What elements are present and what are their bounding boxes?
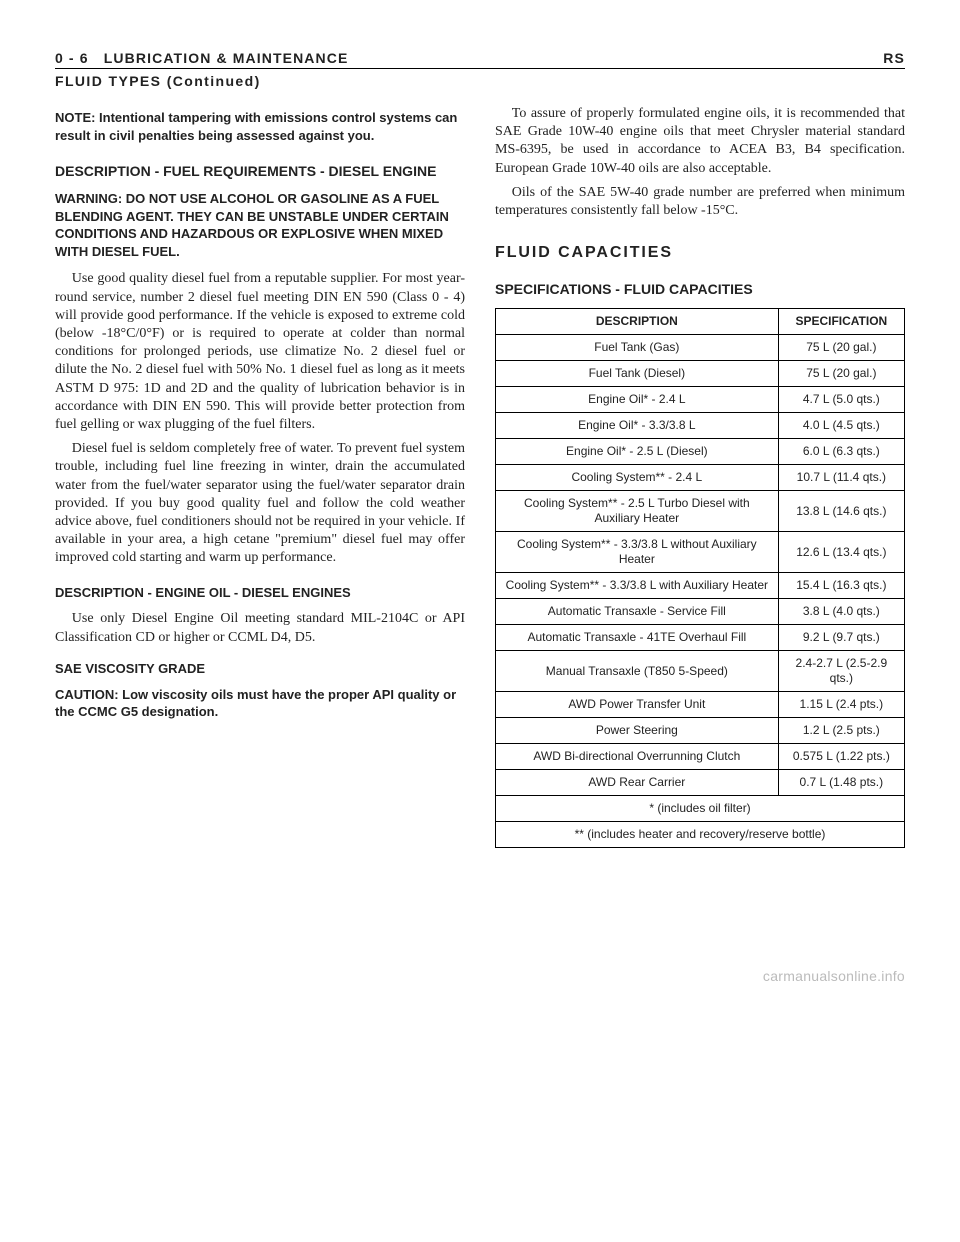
table-row: Fuel Tank (Diesel)75 L (20 gal.) [496,361,905,387]
table-row: Automatic Transaxle - 41TE Overhaul Fill… [496,625,905,651]
cell-specification: 3.8 L (4.0 qts.) [778,599,904,625]
cell-specification: 0.7 L (1.48 pts.) [778,770,904,796]
heading-fuel-requirements: DESCRIPTION - FUEL REQUIREMENTS - DIESEL… [55,162,465,180]
cell-specification: 2.4-2.7 L (2.5-2.9 qts.) [778,651,904,692]
cell-description: Automatic Transaxle - Service Fill [496,599,779,625]
cell-description: AWD Power Transfer Unit [496,692,779,718]
cell-specification: 12.6 L (13.4 qts.) [778,532,904,573]
body-r2: Oils of the SAE 5W-40 grade number are p… [495,184,905,220]
table-footnote-row: ** (includes heater and recovery/reserve… [496,822,905,848]
cell-description: Manual Transaxle (T850 5-Speed) [496,651,779,692]
heading-sae-viscosity: SAE VISCOSITY GRADE [55,661,465,676]
cell-specification: 13.8 L (14.6 qts.) [778,491,904,532]
continued-marker: FLUID TYPES (Continued) [55,73,905,89]
table-row: Cooling System** - 3.3/3.8 L with Auxili… [496,573,905,599]
body-p3: Use only Diesel Engine Oil meeting stand… [55,610,465,646]
caution-block: CAUTION: Low viscosity oils must have th… [55,686,465,721]
cell-description: Power Steering [496,718,779,744]
cell-description: Automatic Transaxle - 41TE Overhaul Fill [496,625,779,651]
table-row: Engine Oil* - 3.3/3.8 L4.0 L (4.5 qts.) [496,413,905,439]
cell-specification: 10.7 L (11.4 qts.) [778,465,904,491]
cell-description: Engine Oil* - 2.4 L [496,387,779,413]
table-row: Engine Oil* - 2.4 L4.7 L (5.0 qts.) [496,387,905,413]
cell-description: Fuel Tank (Diesel) [496,361,779,387]
cell-description: Engine Oil* - 3.3/3.8 L [496,413,779,439]
cell-specification: 0.575 L (1.22 pts.) [778,744,904,770]
cell-specification: 9.2 L (9.7 qts.) [778,625,904,651]
cell-description: Cooling System** - 2.4 L [496,465,779,491]
table-row: Power Steering1.2 L (2.5 pts.) [496,718,905,744]
note-block: NOTE: Intentional tampering with emissio… [55,109,465,144]
heading-engine-oil: DESCRIPTION - ENGINE OIL - DIESEL ENGINE… [55,585,465,602]
cell-specification: 15.4 L (16.3 qts.) [778,573,904,599]
body-r1: To assure of properly formulated engine … [495,105,905,178]
cell-specification: 1.2 L (2.5 pts.) [778,718,904,744]
body-p1: Use good quality diesel fuel from a repu… [55,270,465,434]
table-row: AWD Bi-directional Overrunning Clutch0.5… [496,744,905,770]
content-columns: NOTE: Intentional tampering with emissio… [55,99,905,848]
table-row: AWD Rear Carrier0.7 L (1.48 pts.) [496,770,905,796]
header-right: RS [883,50,905,66]
footnote-1: * (includes oil filter) [496,796,905,822]
cell-description: Fuel Tank (Gas) [496,335,779,361]
heading-fluid-capacities: FLUID CAPACITIES [495,244,905,262]
cell-description: Engine Oil* - 2.5 L (Diesel) [496,439,779,465]
table-row: Cooling System** - 2.5 L Turbo Diesel wi… [496,491,905,532]
table-header-row: DESCRIPTION SPECIFICATION [496,309,905,335]
table-footnote-row: * (includes oil filter) [496,796,905,822]
cell-specification: 1.15 L (2.4 pts.) [778,692,904,718]
warning-block: WARNING: DO NOT USE ALCOHOL OR GASOLINE … [55,190,465,260]
table-row: Engine Oil* - 2.5 L (Diesel)6.0 L (6.3 q… [496,439,905,465]
body-p2: Diesel fuel is seldom completely free of… [55,440,465,567]
cell-specification: 4.0 L (4.5 qts.) [778,413,904,439]
cell-specification: 75 L (20 gal.) [778,335,904,361]
cell-specification: 75 L (20 gal.) [778,361,904,387]
cell-description: Cooling System** - 2.5 L Turbo Diesel wi… [496,491,779,532]
cell-description: AWD Rear Carrier [496,770,779,796]
cell-specification: 4.7 L (5.0 qts.) [778,387,904,413]
footnote-2: ** (includes heater and recovery/reserve… [496,822,905,848]
table-row: Cooling System** - 2.4 L10.7 L (11.4 qts… [496,465,905,491]
left-column: NOTE: Intentional tampering with emissio… [55,99,465,848]
right-column: To assure of properly formulated engine … [495,99,905,848]
cell-description: Cooling System** - 3.3/3.8 L with Auxili… [496,573,779,599]
table-row: AWD Power Transfer Unit1.15 L (2.4 pts.) [496,692,905,718]
fluid-capacities-table: DESCRIPTION SPECIFICATION Fuel Tank (Gas… [495,308,905,848]
th-description: DESCRIPTION [496,309,779,335]
table-row: Cooling System** - 3.3/3.8 L without Aux… [496,532,905,573]
heading-specifications: SPECIFICATIONS - FLUID CAPACITIES [495,280,905,298]
header-left: 0 - 6 LUBRICATION & MAINTENANCE [55,50,348,66]
page-footer: carmanualsonline.info [55,968,905,984]
cell-specification: 6.0 L (6.3 qts.) [778,439,904,465]
page-header: 0 - 6 LUBRICATION & MAINTENANCE RS [55,50,905,69]
table-row: Manual Transaxle (T850 5-Speed)2.4-2.7 L… [496,651,905,692]
cell-description: Cooling System** - 3.3/3.8 L without Aux… [496,532,779,573]
th-specification: SPECIFICATION [778,309,904,335]
table-row: Fuel Tank (Gas)75 L (20 gal.) [496,335,905,361]
cell-description: AWD Bi-directional Overrunning Clutch [496,744,779,770]
table-row: Automatic Transaxle - Service Fill3.8 L … [496,599,905,625]
